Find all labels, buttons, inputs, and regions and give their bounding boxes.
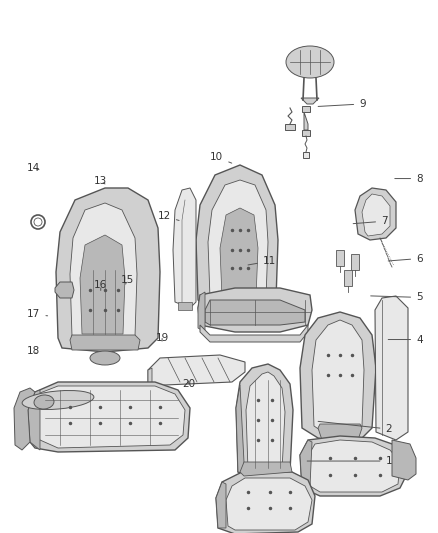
Polygon shape [300,312,376,442]
Polygon shape [236,364,293,482]
Polygon shape [32,386,185,448]
Polygon shape [148,368,152,388]
Polygon shape [318,424,362,440]
Polygon shape [70,203,137,347]
Polygon shape [220,208,258,298]
Text: 6: 6 [388,254,423,263]
Polygon shape [240,462,292,476]
Text: 1: 1 [307,456,392,466]
Polygon shape [336,250,344,266]
Polygon shape [208,180,268,309]
Ellipse shape [286,46,334,78]
Text: 17: 17 [27,310,48,319]
Text: 11: 11 [248,256,276,266]
Text: 10: 10 [210,152,232,163]
Polygon shape [362,194,390,236]
Ellipse shape [22,391,94,409]
Polygon shape [238,472,290,480]
Polygon shape [236,385,244,476]
Polygon shape [28,390,40,450]
Polygon shape [355,188,396,240]
Polygon shape [178,302,192,310]
Polygon shape [216,472,315,533]
Polygon shape [344,270,352,286]
Text: 2: 2 [318,422,392,434]
Polygon shape [148,355,245,388]
Text: 7: 7 [353,216,388,226]
Text: 20: 20 [182,379,195,389]
Ellipse shape [90,351,120,365]
Polygon shape [198,288,312,332]
Polygon shape [285,124,295,130]
Text: 12: 12 [158,212,179,221]
Polygon shape [28,382,190,452]
Polygon shape [340,440,350,455]
Polygon shape [215,295,265,310]
Polygon shape [375,296,408,440]
Polygon shape [312,320,364,437]
Polygon shape [56,188,160,352]
Polygon shape [351,254,359,270]
Polygon shape [226,478,312,530]
Polygon shape [308,440,400,492]
Polygon shape [200,325,308,342]
Polygon shape [216,482,226,528]
Polygon shape [14,388,35,450]
Polygon shape [55,282,74,298]
Polygon shape [300,436,408,496]
Polygon shape [300,440,312,488]
Polygon shape [196,165,278,315]
Ellipse shape [34,395,54,409]
Polygon shape [198,292,205,332]
Text: 14: 14 [27,163,40,173]
Polygon shape [392,440,416,480]
Polygon shape [70,335,140,350]
Polygon shape [304,112,308,130]
Polygon shape [205,300,305,325]
Polygon shape [303,152,309,158]
Text: 19: 19 [155,334,169,343]
Text: 5: 5 [371,293,423,302]
Text: 16: 16 [94,280,107,290]
Polygon shape [302,130,310,136]
Polygon shape [302,106,310,112]
Polygon shape [301,98,319,104]
Text: 13: 13 [94,176,107,186]
Text: 8: 8 [395,174,423,183]
Text: 18: 18 [27,346,40,356]
Text: 15: 15 [120,275,134,285]
Text: 9: 9 [318,99,366,109]
Polygon shape [173,188,196,308]
Text: 4: 4 [388,335,423,344]
Polygon shape [80,235,125,334]
Polygon shape [246,372,285,479]
